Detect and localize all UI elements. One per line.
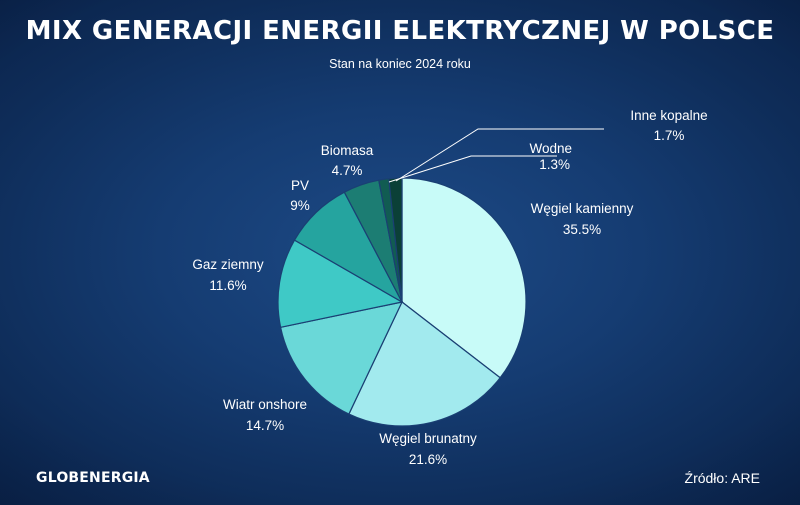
slice-label-2: Wiatr onshore — [223, 397, 307, 412]
chart-subtitle: Stan na koniec 2024 roku — [329, 57, 471, 71]
slice-value-7: 1.7% — [654, 128, 685, 143]
pie-slice-2 — [279, 301, 404, 415]
slice-value-5: 4.7% — [332, 163, 363, 178]
pie-slice-1 — [348, 301, 501, 427]
chart-title: MIX GENERACJI ENERGII ELEKTRYCZNEJ W POL… — [25, 16, 775, 46]
slice-value-6: 1.3% — [539, 157, 570, 172]
slice-value-1: 21.6% — [409, 452, 447, 467]
slice-label-7: Inne kopalne — [630, 108, 707, 123]
leader-line-7 — [395, 128, 604, 182]
pie-slice-0 — [401, 177, 527, 379]
source-note: Źródło: ARE — [684, 470, 760, 486]
slice-value-0: 35.5% — [563, 222, 601, 237]
slice-label-4: PV — [291, 178, 309, 193]
brand-logo: GLOBENERGIA — [36, 470, 150, 486]
slice-value-3: 11.6% — [209, 278, 246, 293]
slice-value-2: 14.7% — [246, 418, 284, 433]
slice-label-6: Wodne — [529, 141, 572, 156]
slice-label-0: Węgiel kamienny — [531, 201, 634, 216]
leader-line-6 — [388, 155, 557, 183]
slice-label-3: Gaz ziemny — [192, 257, 264, 272]
slice-value-4: 9% — [290, 198, 310, 213]
slice-label-1: Węgiel brunatny — [379, 431, 477, 446]
slice-label-5: Biomasa — [321, 143, 374, 158]
pie-slice-3 — [277, 239, 404, 329]
